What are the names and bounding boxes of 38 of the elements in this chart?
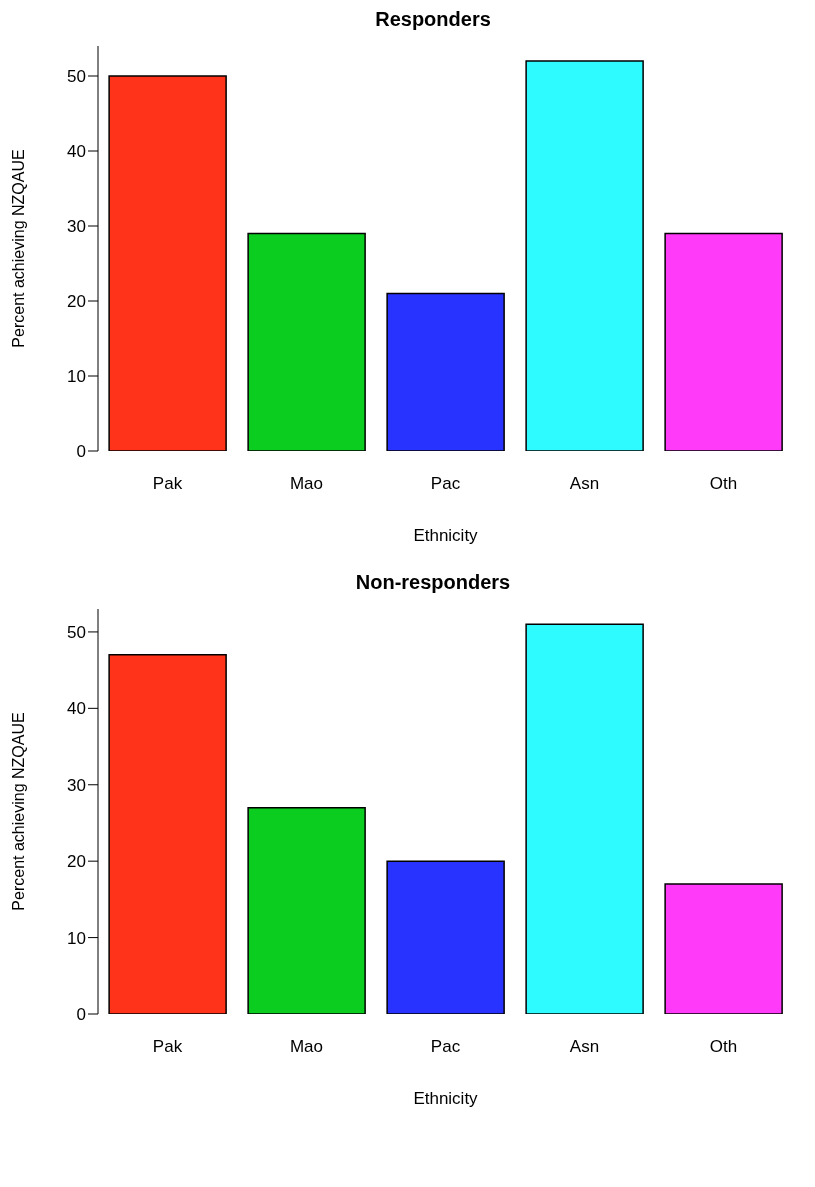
bar <box>525 623 644 1014</box>
y-tick-label: 10 <box>67 928 86 948</box>
x-tick-label: Mao <box>289 1037 324 1057</box>
x-tick-label: Mao <box>289 474 324 494</box>
bar <box>247 232 366 451</box>
y-tick-label: 50 <box>67 67 86 87</box>
y-tick-label: 40 <box>67 142 86 162</box>
y-tick-label: 40 <box>67 699 86 719</box>
x-tick-label: Oth <box>709 1037 738 1057</box>
y-tick-label: 20 <box>67 292 86 312</box>
x-tick-label: Pac <box>430 1037 461 1057</box>
x-tick-label: Pak <box>152 474 183 494</box>
x-tick-label: Asn <box>569 1037 600 1057</box>
chart-title: Non-responders <box>354 571 512 594</box>
x-tick-label: Pak <box>152 1037 183 1057</box>
bar <box>664 232 783 451</box>
bar <box>525 60 644 451</box>
bar <box>664 883 783 1014</box>
bar <box>108 654 227 1014</box>
y-tick-label: 0 <box>76 1005 86 1025</box>
y-axis-title: Percent achieving NZQAUE <box>9 149 27 348</box>
x-axis-title: Ethnicity <box>413 1089 479 1108</box>
y-tick-label: 10 <box>67 367 86 387</box>
y-tick-label: 30 <box>67 217 86 237</box>
bar <box>386 292 505 451</box>
y-axis-title: Percent achieving NZQAUE <box>9 712 27 911</box>
chart-title: Responders <box>374 8 492 31</box>
y-tick-label: 50 <box>67 622 86 642</box>
bar <box>108 75 227 451</box>
y-tick-label: 0 <box>76 442 86 462</box>
y-tick-label: 30 <box>67 775 86 795</box>
bar <box>247 806 366 1014</box>
x-tick-label: Pac <box>430 474 461 494</box>
x-tick-label: Asn <box>569 474 600 494</box>
bar <box>386 860 505 1014</box>
y-tick-label: 20 <box>67 852 86 872</box>
x-axis-title: Ethnicity <box>413 526 479 545</box>
x-tick-label: Oth <box>709 474 738 494</box>
